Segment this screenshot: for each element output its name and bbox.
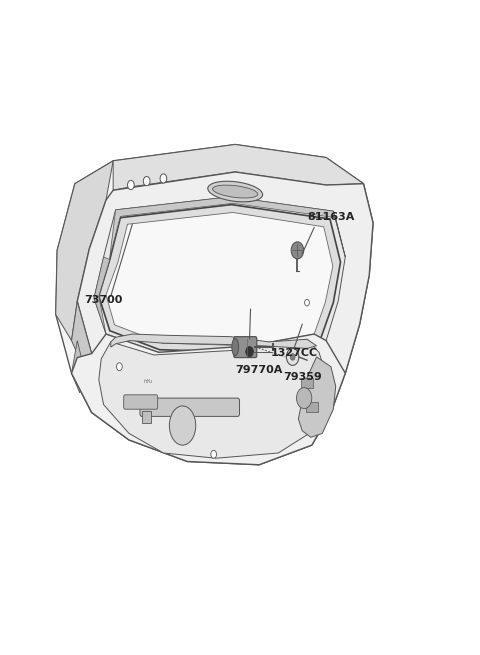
Ellipse shape [213, 185, 258, 198]
Bar [306, 402, 318, 413]
Circle shape [211, 451, 216, 458]
Polygon shape [72, 341, 84, 393]
Text: 79770A: 79770A [235, 365, 283, 375]
FancyBboxPatch shape [140, 398, 240, 417]
Polygon shape [299, 357, 336, 438]
Circle shape [144, 176, 150, 185]
Circle shape [246, 346, 253, 357]
Circle shape [287, 348, 299, 365]
Circle shape [117, 363, 122, 371]
FancyBboxPatch shape [124, 395, 157, 409]
Polygon shape [99, 339, 331, 458]
Text: HYu: HYu [144, 379, 154, 384]
FancyBboxPatch shape [234, 337, 257, 358]
Polygon shape [72, 334, 345, 465]
Polygon shape [110, 196, 345, 257]
Circle shape [298, 349, 302, 356]
Polygon shape [99, 204, 340, 352]
Circle shape [281, 349, 286, 356]
Text: 79359: 79359 [283, 372, 322, 382]
Circle shape [160, 174, 167, 183]
Circle shape [297, 388, 312, 409]
Circle shape [128, 180, 134, 189]
Bar [143, 411, 151, 423]
Polygon shape [94, 257, 110, 334]
Circle shape [305, 299, 310, 306]
Polygon shape [113, 145, 363, 190]
Text: 1327CC: 1327CC [271, 348, 318, 358]
Ellipse shape [232, 339, 239, 356]
Bar [301, 378, 313, 388]
Polygon shape [94, 196, 345, 355]
Ellipse shape [169, 406, 196, 445]
Circle shape [291, 242, 304, 259]
Polygon shape [106, 212, 333, 346]
Polygon shape [77, 172, 373, 388]
Polygon shape [111, 334, 317, 348]
Text: 73700: 73700 [84, 295, 123, 305]
Polygon shape [72, 301, 92, 370]
Ellipse shape [208, 181, 263, 202]
Text: 81163A: 81163A [307, 212, 354, 221]
Polygon shape [56, 161, 113, 341]
Polygon shape [56, 145, 373, 465]
Circle shape [290, 354, 295, 360]
